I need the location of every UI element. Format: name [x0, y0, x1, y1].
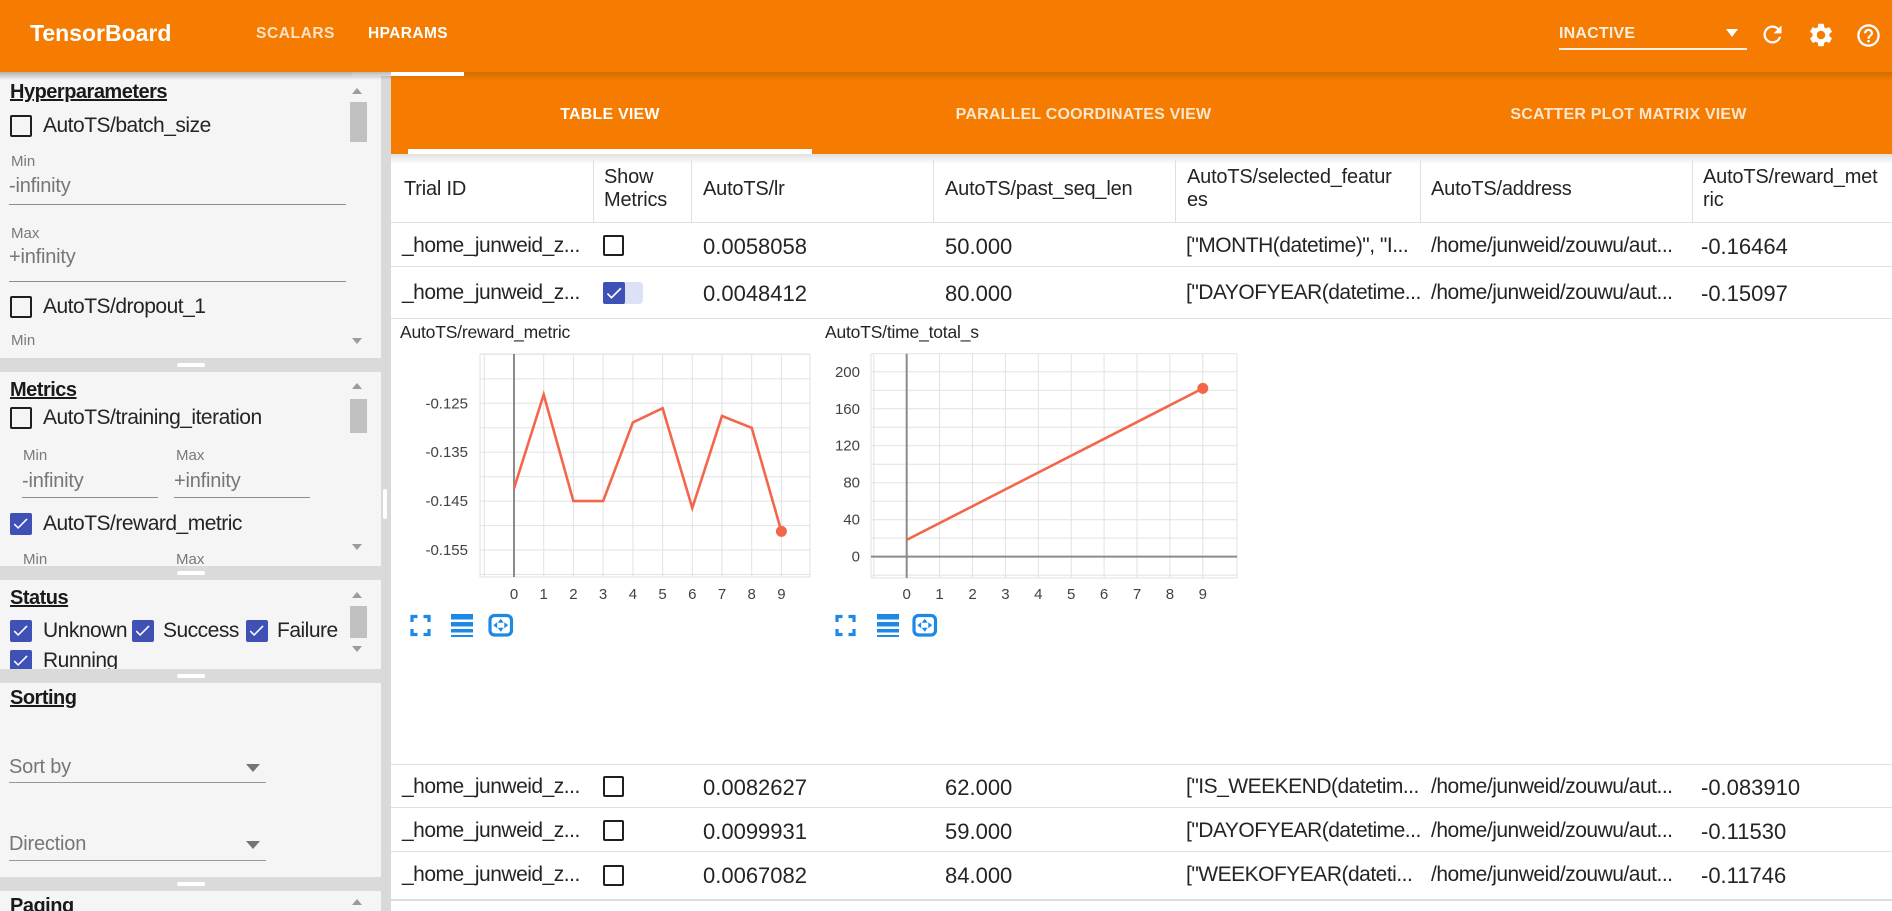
- svg-text:1: 1: [935, 586, 943, 603]
- svg-text:5: 5: [1067, 586, 1075, 603]
- svg-text:9: 9: [1199, 586, 1207, 603]
- svg-text:8: 8: [748, 586, 756, 603]
- svg-text:5: 5: [658, 586, 666, 603]
- svg-text:7: 7: [1133, 586, 1141, 603]
- svg-text:200: 200: [835, 364, 860, 381]
- svg-text:-0.125: -0.125: [425, 395, 468, 412]
- svg-text:-0.135: -0.135: [425, 444, 468, 461]
- svg-text:2: 2: [968, 586, 976, 603]
- svg-text:6: 6: [1100, 586, 1108, 603]
- svg-text:8: 8: [1166, 586, 1174, 603]
- svg-text:0: 0: [903, 586, 911, 603]
- svg-text:4: 4: [1034, 586, 1042, 603]
- svg-text:6: 6: [688, 586, 696, 603]
- svg-text:7: 7: [718, 586, 726, 603]
- svg-text:2: 2: [569, 586, 577, 603]
- svg-text:9: 9: [777, 586, 785, 603]
- svg-text:0: 0: [510, 586, 518, 603]
- svg-text:120: 120: [835, 438, 860, 455]
- svg-text:-0.145: -0.145: [425, 493, 468, 510]
- svg-text:4: 4: [629, 586, 637, 603]
- svg-text:40: 40: [843, 512, 860, 529]
- svg-text:3: 3: [599, 586, 607, 603]
- svg-text:1: 1: [540, 586, 548, 603]
- svg-text:-0.155: -0.155: [425, 542, 468, 559]
- svg-text:0: 0: [852, 549, 860, 566]
- svg-text:80: 80: [843, 475, 860, 492]
- svg-text:3: 3: [1001, 586, 1009, 603]
- svg-text:160: 160: [835, 401, 860, 418]
